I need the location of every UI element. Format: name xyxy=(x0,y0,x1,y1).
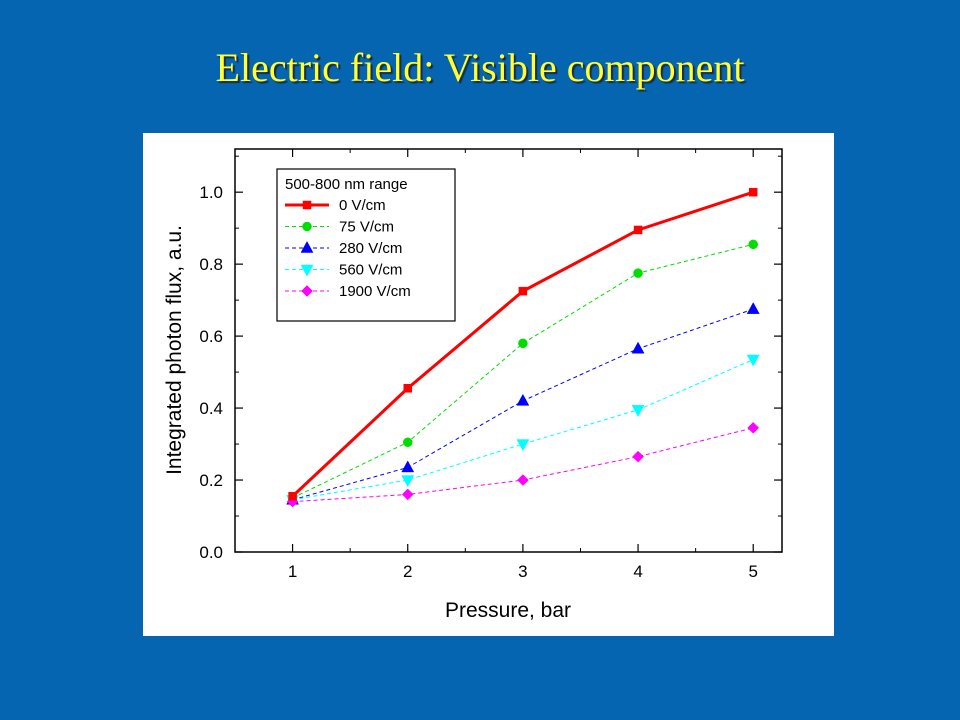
data-point xyxy=(747,422,760,434)
data-point xyxy=(748,187,758,197)
legend-entry: 75 V/cm xyxy=(285,219,394,236)
line-chart: 1 2 3 4 5 0.0 0.2 0.4 0.6 0.8 1.0 500-800 nm range… xyxy=(163,148,783,622)
legend-entry: 280 V/cm xyxy=(285,240,402,257)
legend: 500-800 nm range 0 V/cm 75 V/cm 280 V/cm 56… xyxy=(276,168,456,322)
legend-label: 75 V/cm xyxy=(339,219,394,236)
axis-ticks: 1 2 3 4 5 0.0 0.2 0.4 0.6 0.8 1.0 xyxy=(199,149,782,581)
y-tick-label: 0.8 xyxy=(199,255,223,274)
data-point xyxy=(518,286,528,296)
data-point xyxy=(746,302,760,314)
y-tick-label: 0.6 xyxy=(199,327,223,346)
data-point xyxy=(516,393,530,406)
legend-swatch-marker xyxy=(302,221,312,232)
series-line xyxy=(292,243,754,499)
data-point xyxy=(402,437,413,448)
x-axis-title: Pressure, bar xyxy=(445,599,571,622)
x-tick-label: 1 xyxy=(288,562,297,581)
legend-entry: 560 V/cm xyxy=(285,262,402,279)
data-point xyxy=(288,491,297,501)
data-point xyxy=(518,338,528,349)
data-point xyxy=(632,450,644,463)
chart-panel: 1 2 3 4 5 0.0 0.2 0.4 0.6 0.8 1.0 500-800 nm range… xyxy=(143,133,834,636)
x-tick-label: 5 xyxy=(748,562,757,581)
legend-swatch-marker xyxy=(300,240,314,253)
data-point xyxy=(633,225,643,235)
y-tick-label: 0.0 xyxy=(199,543,223,562)
y-tick-label: 0.2 xyxy=(199,471,223,490)
data-point xyxy=(403,384,412,393)
legend-label: 1900 V/cm xyxy=(339,283,411,300)
legend-swatch-marker xyxy=(302,200,312,210)
legend-title: 500-800 nm range xyxy=(285,176,408,193)
plot-frame xyxy=(234,148,783,553)
data-point xyxy=(517,474,529,486)
series-line xyxy=(292,427,754,503)
x-tick-label: 3 xyxy=(518,562,527,581)
data-point xyxy=(401,488,414,501)
legend-label: 560 V/cm xyxy=(339,262,402,279)
data-point xyxy=(633,268,643,278)
y-axis-title: Integrated photon flux, a.u. xyxy=(163,225,186,475)
y-tick-label: 1.0 xyxy=(199,183,223,202)
data-point xyxy=(401,475,415,488)
series-layer xyxy=(286,187,760,508)
legend-label: 0 V/cm xyxy=(339,197,386,214)
series-2 xyxy=(286,302,760,505)
legend-swatch-marker xyxy=(300,264,314,277)
legend-label: 280 V/cm xyxy=(339,240,402,257)
data-point xyxy=(748,239,758,250)
series-line xyxy=(292,359,754,501)
x-tick-label: 2 xyxy=(403,562,412,581)
legend-entry: 0 V/cm xyxy=(285,197,386,214)
series-0 xyxy=(288,187,758,501)
data-point xyxy=(631,405,645,417)
data-point xyxy=(516,439,530,452)
y-tick-label: 0.4 xyxy=(199,399,223,418)
data-point xyxy=(401,460,415,473)
data-point xyxy=(746,354,760,367)
data-point xyxy=(631,341,645,354)
legend-swatch-marker xyxy=(301,285,313,297)
legend-entry: 1900 V/cm xyxy=(285,283,411,300)
slide-title: Electric field: Visible component xyxy=(215,45,745,90)
x-tick-label: 4 xyxy=(633,562,642,581)
